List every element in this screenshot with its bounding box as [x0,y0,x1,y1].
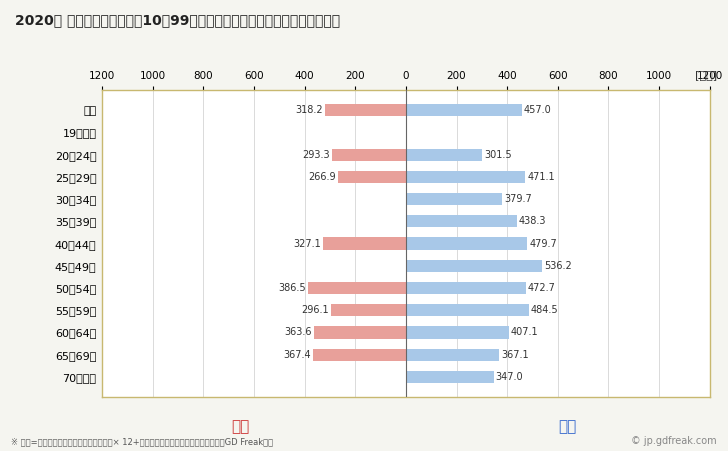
Text: 2020年 民間企業（従業者数10〜99人）フルタイム労働者の男女別平均年収: 2020年 民間企業（従業者数10〜99人）フルタイム労働者の男女別平均年収 [15,14,340,28]
Text: 327.1: 327.1 [293,239,321,249]
Bar [406,104,521,116]
Text: 347.0: 347.0 [496,372,523,382]
Bar [323,237,406,250]
Bar [308,282,406,294]
Text: 472.7: 472.7 [528,283,555,293]
Text: 296.1: 296.1 [301,305,329,315]
Bar [406,148,482,161]
Bar [314,326,406,339]
Bar [325,104,406,116]
Text: 457.0: 457.0 [523,105,551,115]
Bar [406,237,527,250]
Text: [万円]: [万円] [695,70,717,80]
Text: 438.3: 438.3 [519,216,547,226]
Text: 379.7: 379.7 [504,194,532,204]
Text: 386.5: 386.5 [278,283,306,293]
Text: 479.7: 479.7 [529,239,557,249]
Text: 女性: 女性 [231,419,250,434]
Text: 男性: 男性 [558,419,577,434]
Bar [406,282,526,294]
Text: © jp.gdfreak.com: © jp.gdfreak.com [631,437,717,446]
Bar [331,304,406,316]
Text: ※ 年収=「きまって支給する現金給与額」× 12+「年間賞与その他特別給与額」としてGD Freak推計: ※ 年収=「きまって支給する現金給与額」× 12+「年間賞与その他特別給与額」と… [11,437,273,446]
Text: 293.3: 293.3 [302,150,330,160]
Bar [406,304,529,316]
Text: 536.2: 536.2 [544,261,571,271]
Bar [406,171,525,183]
Bar [339,171,406,183]
Text: 363.6: 363.6 [284,327,312,337]
Text: 301.5: 301.5 [484,150,512,160]
Bar [313,349,406,361]
Text: 471.1: 471.1 [527,172,555,182]
Bar [406,349,499,361]
Text: 266.9: 266.9 [309,172,336,182]
Bar [406,371,494,383]
Bar [331,148,406,161]
Text: 367.1: 367.1 [501,350,529,359]
Text: 407.1: 407.1 [511,327,539,337]
Text: 318.2: 318.2 [296,105,323,115]
Bar [406,215,517,227]
Text: 484.5: 484.5 [531,305,558,315]
Bar [406,193,502,205]
Bar [406,326,509,339]
Text: 367.4: 367.4 [283,350,311,359]
Bar [406,260,542,272]
